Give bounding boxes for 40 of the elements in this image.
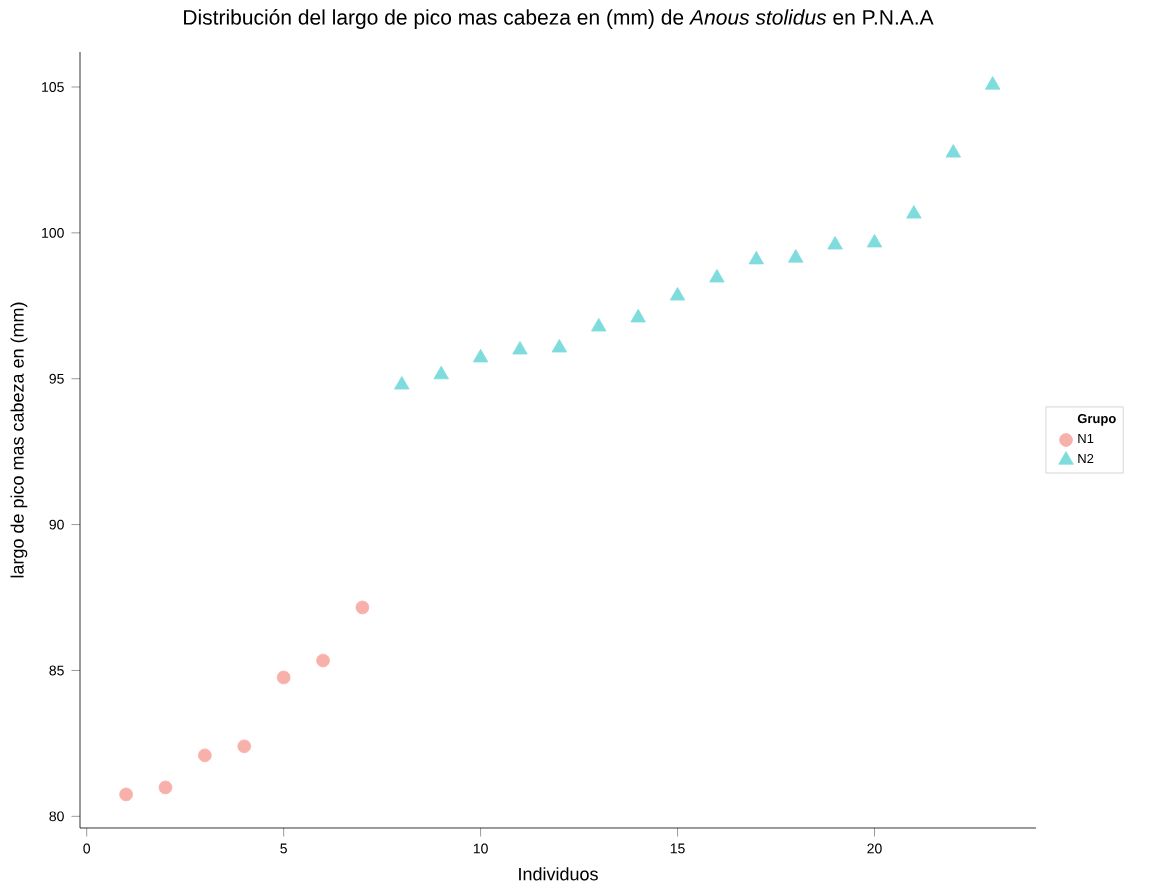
- legend-title: Grupo: [1077, 413, 1116, 426]
- point: [276, 670, 291, 685]
- y-tick-label: 85: [49, 665, 64, 676]
- y-tick-label: 100: [42, 227, 64, 238]
- point: [394, 376, 410, 390]
- point: [709, 268, 725, 283]
- x-tick-label: 10: [473, 843, 488, 854]
- point: [551, 339, 568, 353]
- point: [827, 236, 843, 250]
- point: [316, 653, 330, 668]
- point: [788, 249, 804, 263]
- point: [158, 780, 173, 795]
- y-tick-label: 105: [42, 82, 64, 92]
- x-tick-label: 15: [670, 843, 685, 854]
- point: [119, 787, 133, 802]
- x-tick-label: 5: [280, 843, 287, 854]
- y-tick-label: 80: [49, 811, 64, 822]
- y-axis-title: largo de pico mas cabeza en (mm): [10, 302, 28, 578]
- legend-label: N1: [1078, 434, 1094, 443]
- point: [866, 233, 883, 248]
- point: [945, 144, 961, 158]
- y-tick-label: 95: [49, 373, 64, 384]
- legend-label: N2: [1078, 453, 1094, 464]
- point: [472, 348, 489, 363]
- x-tick-label: 0: [83, 843, 91, 854]
- point: [433, 365, 449, 380]
- point: [591, 318, 607, 332]
- point: [198, 748, 212, 763]
- point: [512, 341, 528, 355]
- point: [906, 205, 922, 219]
- point: [748, 250, 764, 265]
- point: [669, 287, 686, 301]
- x-tick-label: 20: [867, 843, 882, 854]
- y-tick-label: 90: [49, 519, 64, 530]
- point: [355, 600, 370, 615]
- point: [984, 76, 1001, 90]
- chart-title: Distribución del largo de pico mas cabeza en (mm) de Anous stolidus en P.N.A.A: [184, 9, 934, 29]
- x-axis-title: Individuos: [519, 867, 598, 881]
- point: [630, 308, 646, 323]
- point: [237, 739, 252, 754]
